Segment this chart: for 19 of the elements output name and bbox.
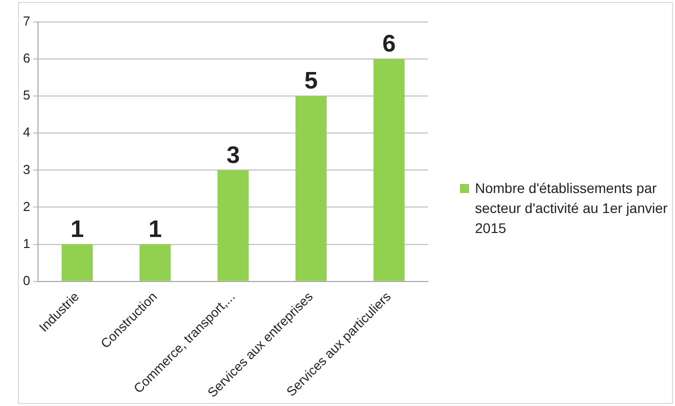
y-tick-label: 7: [22, 14, 30, 29]
data-label: 6: [382, 30, 396, 58]
data-label: 5: [304, 68, 318, 95]
y-tick-label: 6: [22, 50, 30, 66]
y-tick-label: 0: [22, 272, 30, 288]
bar: [218, 170, 249, 281]
y-tick-label: 1: [22, 236, 30, 251]
legend-label: Nombre d'établissements par secteur d'activité au 1er janvier 2015: [475, 179, 669, 238]
y-tick-label: 5: [22, 88, 30, 103]
bar: [295, 96, 327, 281]
data-label: 1: [70, 216, 84, 243]
y-tick-label: 2: [22, 198, 30, 214]
bar: [62, 244, 93, 281]
data-label: 3: [226, 142, 240, 169]
bar: [373, 59, 405, 281]
data-label: 1: [148, 216, 162, 243]
bar: [140, 244, 171, 281]
y-tick-label: 4: [22, 124, 30, 140]
y-tick-label: 3: [22, 162, 30, 177]
